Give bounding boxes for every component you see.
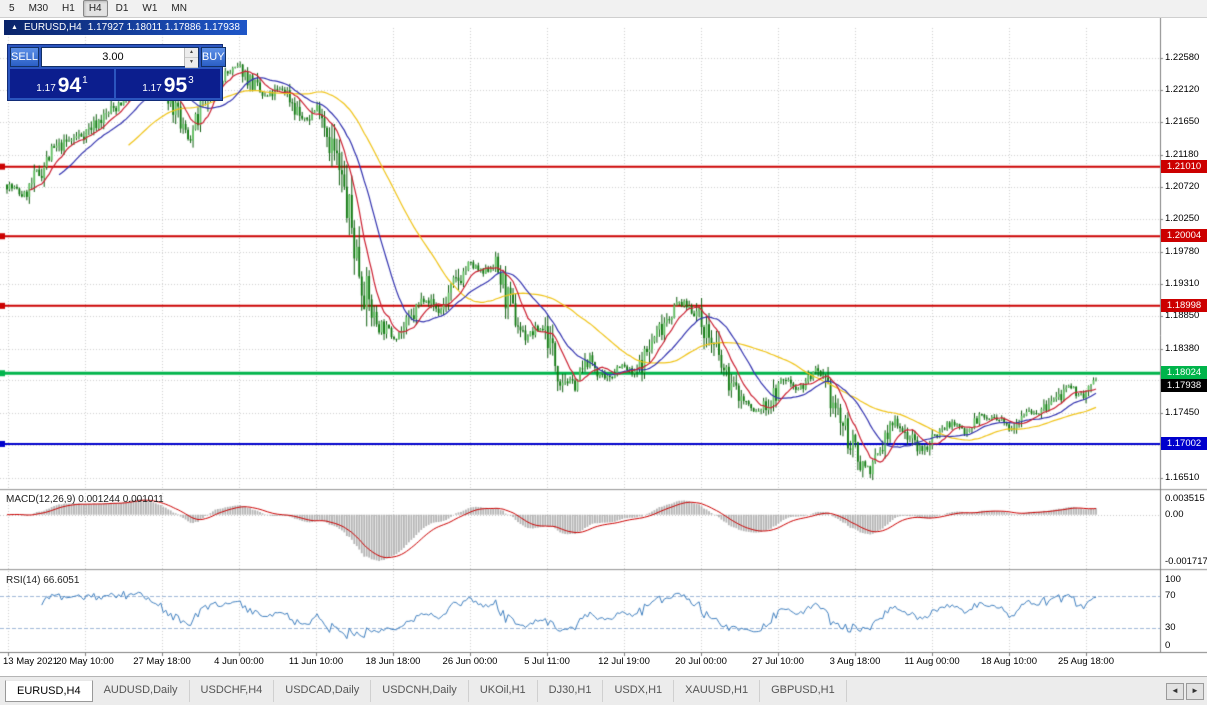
timeframe-button-h4[interactable]: H4 (82, 0, 108, 17)
buy-price-display[interactable]: 1.17 95 3 (116, 69, 220, 98)
date-axis-label: 5 Jul 11:00 (524, 656, 570, 667)
date-axis-label: 18 Jun 18:00 (365, 656, 421, 667)
date-axis-label: 25 Aug 18:00 (1058, 656, 1114, 667)
chart-tab-xauusd[interactable]: XAUUSD,H1 (674, 680, 761, 702)
chart-tab-dj30[interactable]: DJ30,H1 (538, 680, 604, 702)
chart-tab-gbpusd[interactable]: GBPUSD,H1 (760, 680, 847, 702)
price-axis-label: 1.20250 (1165, 213, 1200, 224)
price-axis-label: 1.19310 (1165, 278, 1200, 289)
volume-input[interactable] (41, 48, 184, 66)
date-axis-label: 11 Jun 10:00 (288, 656, 344, 667)
volume-spinner: ▲ ▼ (183, 48, 198, 68)
collapse-arrow-icon[interactable]: ▲ (11, 24, 18, 31)
sell-button[interactable]: SELL (10, 47, 39, 67)
sell-price-display[interactable]: 1.17 94 1 (10, 69, 114, 98)
tabs-scroll-right-button[interactable]: ► (1186, 683, 1204, 700)
price-axis-label: 1.18850 (1165, 310, 1200, 321)
date-axis-label: 4 Jun 00:00 (214, 656, 264, 667)
macd-axis-label: 0.00 (1165, 509, 1184, 520)
price-axis-label: 1.21180 (1165, 149, 1199, 160)
chart-tab-eurusd[interactable]: EURUSD,H4 (5, 680, 93, 702)
buy-price-big: 95 (163, 74, 188, 97)
hline-price-tag[interactable]: 1.18998 (1161, 299, 1207, 312)
chart-tab-usdchf[interactable]: USDCHF,H4 (190, 680, 275, 702)
price-axis-label: 1.22580 (1165, 52, 1200, 63)
buy-price-small: 1.17 (142, 83, 162, 94)
timeframe-button-mn[interactable]: MN (171, 3, 187, 14)
rsi-axis-label: 30 (1165, 622, 1176, 633)
macd-axis-label: -0.001717 (1165, 556, 1207, 567)
date-axis-label: 3 Aug 18:00 (829, 656, 881, 667)
date-axis-label: 27 May 18:00 (133, 656, 191, 667)
chart-tab-usdx[interactable]: USDX,H1 (603, 680, 675, 702)
hline-price-tag[interactable]: 1.17002 (1161, 437, 1207, 450)
chart-tab-usdcnh[interactable]: USDCNH,Daily (371, 680, 469, 702)
price-chart-canvas[interactable] (0, 18, 1207, 676)
hline-price-tag[interactable]: 1.21010 (1161, 160, 1207, 173)
price-axis-label: 1.21650 (1165, 116, 1200, 127)
price-axis-label: 1.19780 (1165, 246, 1200, 257)
buy-button[interactable]: BUY (200, 47, 226, 67)
price-axis-label: 1.20720 (1165, 181, 1200, 192)
chart-title-bar: ▲ EURUSD,H4 1.17927 1.18011 1.17886 1.17… (4, 20, 247, 35)
tabs-scroll-left-button[interactable]: ◄ (1166, 683, 1184, 700)
macd-axis-label: 0.003515 (1165, 493, 1205, 504)
timeframe-button-h1[interactable]: H1 (62, 3, 75, 14)
one-click-trading-panel: SELL ▲ ▼ BUY 1.17 94 1 1.17 95 3 (7, 44, 226, 101)
rsi-axis-label: 0 (1165, 640, 1171, 651)
date-axis-label: 27 Jul 10:00 (752, 656, 804, 667)
rsi-axis-label: 100 (1165, 574, 1181, 585)
hline-price-tag[interactable]: 1.20004 (1161, 229, 1207, 242)
chart-tab-usdcad[interactable]: USDCAD,Daily (274, 680, 372, 702)
chart-ohlc-values: 1.17927 1.18011 1.17886 1.17938 (87, 22, 240, 33)
sell-price-small: 1.17 (36, 83, 56, 94)
macd-indicator-label: MACD(12,26,9) 0.001244 0.001011 (6, 494, 164, 505)
volume-up-button[interactable]: ▲ (184, 48, 198, 58)
date-axis-label: 20 Jul 00:00 (675, 656, 727, 667)
sell-price-sup: 1 (82, 75, 88, 86)
date-axis-label: 20 May 10:00 (56, 656, 114, 667)
volume-control: ▲ ▼ (40, 47, 199, 68)
timeframe-button-5[interactable]: 5 (9, 3, 15, 14)
timeframe-button-w1[interactable]: W1 (142, 3, 158, 14)
chart-area: ▲ EURUSD,H4 1.17927 1.18011 1.17886 1.17… (0, 18, 1207, 676)
price-axis-label: 1.17450 (1165, 407, 1200, 418)
bottom-tabbar: EURUSD,H4 AUDUSD,Daily USDCHF,H4 USDCAD,Dai… (0, 676, 1207, 705)
timeframe-toolbar: 5 M30 H1 H4 D1 W1 MN (0, 0, 1207, 18)
date-axis-label: 12 Jul 19:00 (598, 656, 650, 667)
chart-tab-audusd[interactable]: AUDUSD,Daily (93, 680, 190, 702)
buy-price-sup: 3 (188, 75, 194, 86)
current-price-tag: 1.17938 (1161, 379, 1207, 392)
sell-price-big: 94 (57, 74, 82, 97)
rsi-indicator-label: RSI(14) 66.6051 (6, 575, 80, 586)
chart-symbol-label: EURUSD,H4 (23, 22, 82, 33)
date-axis-label: 11 Aug 00:00 (904, 656, 960, 667)
volume-down-button[interactable]: ▼ (184, 58, 198, 68)
rsi-axis-label: 70 (1165, 590, 1176, 601)
price-axis-label: 1.16510 (1165, 472, 1200, 483)
timeframe-button-d1[interactable]: D1 (115, 3, 129, 14)
price-axis-label: 1.22120 (1165, 84, 1200, 95)
tab-scroll-buttons: ◄ ► (1166, 683, 1204, 700)
date-axis-label: 26 Jun 00:00 (442, 656, 498, 667)
hline-price-tag[interactable]: 1.18024 (1161, 366, 1207, 379)
price-axis-label: 1.18380 (1165, 343, 1200, 354)
date-axis-label: 18 Aug 10:00 (981, 656, 1037, 667)
timeframe-button-m30[interactable]: M30 (28, 3, 49, 14)
date-axis-label: 13 May 2021 (3, 656, 58, 667)
chart-tab-ukoil[interactable]: UKOil,H1 (469, 680, 538, 702)
